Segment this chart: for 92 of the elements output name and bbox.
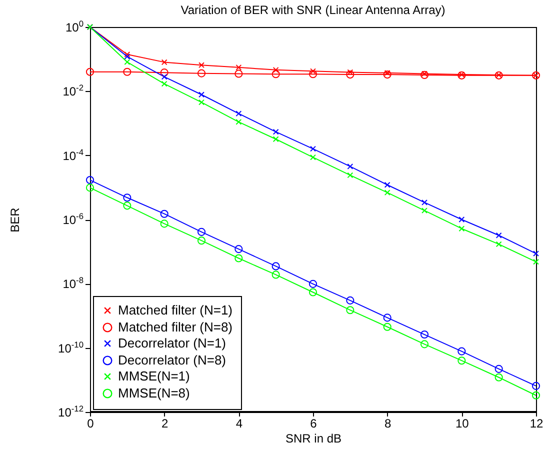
point xyxy=(198,99,204,106)
point xyxy=(533,258,539,265)
point xyxy=(422,199,428,206)
point xyxy=(197,236,206,245)
x-tick-label: 8 xyxy=(384,416,392,430)
point xyxy=(272,128,279,135)
point xyxy=(198,92,204,98)
point xyxy=(123,68,132,76)
x-tick-label: 4 xyxy=(236,416,243,430)
point xyxy=(383,322,392,331)
point xyxy=(161,80,168,87)
point xyxy=(310,146,316,152)
point xyxy=(494,373,503,382)
y-tick-label: 10$^{-6}$ xyxy=(62,211,84,227)
point xyxy=(86,68,94,76)
point xyxy=(272,136,279,142)
point xyxy=(347,163,354,170)
point xyxy=(347,69,354,76)
point xyxy=(236,64,242,70)
point xyxy=(458,226,465,232)
point xyxy=(124,54,130,60)
x-tick-label: 10 xyxy=(455,416,470,430)
point xyxy=(532,382,540,390)
point xyxy=(422,208,428,214)
point xyxy=(310,154,316,160)
point xyxy=(160,210,168,218)
legend-label: MMSE(N=1) xyxy=(118,368,190,384)
point xyxy=(236,118,242,125)
point xyxy=(533,250,539,256)
point xyxy=(496,232,502,238)
point xyxy=(123,194,132,202)
point xyxy=(347,172,354,178)
y-tick-label: 10$^{-2}$ xyxy=(62,82,84,99)
y-tick-label: 10$^{-12}$ xyxy=(58,404,84,420)
point xyxy=(420,340,429,348)
legend-label: Decorrelator (N=8) xyxy=(118,352,226,368)
point xyxy=(384,190,390,196)
point xyxy=(346,70,354,79)
point xyxy=(123,202,132,210)
y-axis-title: BER xyxy=(8,207,22,232)
point xyxy=(496,241,502,248)
point xyxy=(86,176,94,184)
point xyxy=(422,70,428,77)
legend-label: Matched filter (N=1) xyxy=(118,302,233,318)
y-tick-label: 10$^{0}$ xyxy=(65,18,84,34)
point xyxy=(532,391,540,400)
point xyxy=(272,70,280,78)
point xyxy=(420,70,429,79)
point xyxy=(272,66,279,73)
x-tick-label: 2 xyxy=(161,416,168,430)
chart-title: Variation of BER with SNR (Linear Antenna Array) xyxy=(180,3,446,17)
point xyxy=(308,70,318,78)
point xyxy=(383,314,392,322)
x-tick-label: 6 xyxy=(310,416,318,430)
point xyxy=(234,70,243,78)
point xyxy=(310,68,316,74)
point xyxy=(458,216,465,222)
legend-label: Matched filter (N=8) xyxy=(118,320,233,334)
point xyxy=(458,356,466,365)
x-tick-label: 0 xyxy=(87,416,94,430)
point xyxy=(308,288,318,296)
y-tick-label: 10$^{-10}$ xyxy=(58,339,84,356)
point xyxy=(236,110,242,117)
point xyxy=(346,296,354,304)
point xyxy=(234,245,243,254)
legend-label: MMSE(N=8) xyxy=(118,386,190,400)
x-tick-label: 12 xyxy=(530,416,544,430)
point xyxy=(161,74,168,80)
point xyxy=(420,330,429,339)
point xyxy=(197,69,206,78)
point xyxy=(458,347,466,356)
point xyxy=(494,364,503,373)
y-tick-label: 10$^{-4}$ xyxy=(62,146,84,163)
point xyxy=(124,59,130,65)
point xyxy=(234,254,243,262)
point xyxy=(124,51,130,58)
point xyxy=(160,68,168,77)
point xyxy=(197,228,206,236)
point xyxy=(272,262,280,270)
point xyxy=(86,184,94,192)
point xyxy=(346,306,354,314)
point xyxy=(160,220,168,228)
point xyxy=(198,62,204,68)
x-axis-title: SNR in dB xyxy=(285,432,342,446)
point xyxy=(384,70,390,76)
point xyxy=(384,182,390,188)
point xyxy=(308,280,318,288)
y-tick-label: 10$^{-8}$ xyxy=(62,275,84,292)
point xyxy=(383,70,392,79)
point xyxy=(272,270,280,279)
legend-label: Decorrelator (N=1) xyxy=(118,336,226,350)
point xyxy=(161,59,168,66)
